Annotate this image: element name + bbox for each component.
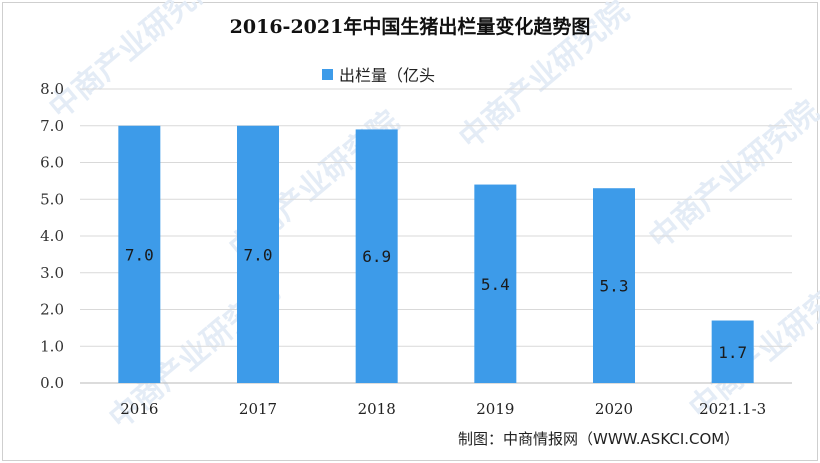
bar <box>474 184 517 383</box>
bar <box>237 125 279 383</box>
x-tick-label: 2021.1-3 <box>699 400 766 418</box>
data-label: 5.4 <box>481 275 510 294</box>
legend-label: 出栏量（亿头 <box>339 66 436 85</box>
x-tick-label: 2019 <box>476 400 514 418</box>
y-tick-label: 4.0 <box>40 227 64 245</box>
x-tick-label: 2017 <box>239 400 277 418</box>
chart-legend: 出栏量（亿头 <box>322 62 435 86</box>
data-label: 5.3 <box>600 277 629 296</box>
y-tick-label: 8.0 <box>40 80 64 98</box>
chart-title: 2016-2021年中国生猪出栏量变化趋势图 <box>229 16 591 38</box>
legend-swatch <box>322 68 333 80</box>
bar <box>593 188 635 383</box>
bar <box>711 320 754 383</box>
data-label: 6.9 <box>362 247 391 266</box>
y-tick-label: 1.0 <box>40 337 64 355</box>
x-tick-label: 2018 <box>358 400 396 418</box>
data-label: 1.7 <box>718 343 747 362</box>
data-label: 7.0 <box>244 245 273 264</box>
x-tick-label: 2020 <box>595 400 633 418</box>
y-tick-label: 5.0 <box>40 190 64 208</box>
y-tick-label: 7.0 <box>40 117 64 135</box>
bar <box>118 125 161 383</box>
y-tick-label: 3.0 <box>40 264 64 282</box>
data-label: 7.0 <box>125 245 154 264</box>
y-tick-label: 2.0 <box>40 301 64 319</box>
y-tick-label: 0.0 <box>40 374 64 392</box>
bar <box>355 129 398 383</box>
y-tick-label: 6.0 <box>40 154 64 172</box>
x-tick-label: 2016 <box>120 400 158 418</box>
source-credit: 制图：中商情报网（WWW.ASKCI.COM） <box>458 430 740 448</box>
